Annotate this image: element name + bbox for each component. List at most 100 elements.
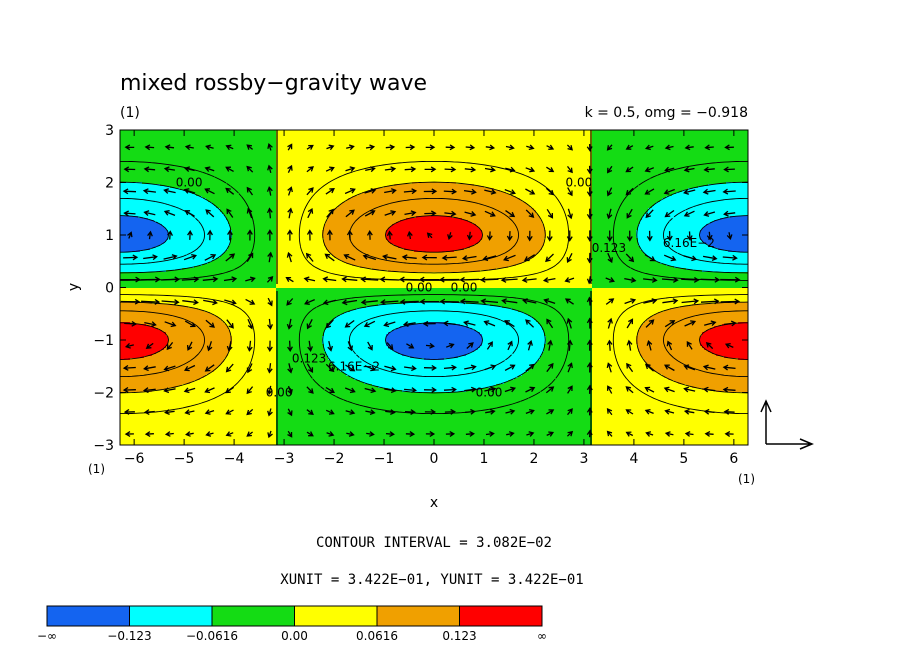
vector-arrow xyxy=(364,365,377,372)
vector-arrow xyxy=(184,144,194,151)
vector-arrow xyxy=(223,276,238,283)
vector-arrow xyxy=(325,386,335,393)
vector-arrow xyxy=(702,255,718,262)
vector-arrow xyxy=(547,339,553,351)
vector-arrow xyxy=(266,275,274,283)
vector-arrow xyxy=(404,210,417,217)
vector-arrow xyxy=(607,252,613,264)
vector-arrow xyxy=(183,253,197,261)
vector-arrow xyxy=(225,253,236,262)
vector-arrow xyxy=(644,166,655,173)
vector-arrow xyxy=(421,254,437,261)
parameters-label: k = 0.5, omg = −0.918 xyxy=(585,105,748,121)
vector-arrow xyxy=(506,431,515,437)
vector-arrow xyxy=(404,409,416,415)
vector-arrow xyxy=(546,208,554,219)
vector-arrow xyxy=(246,229,253,241)
vector-arrow xyxy=(267,164,273,174)
vector-arrow xyxy=(443,386,457,393)
vector-arrow xyxy=(543,298,556,305)
vector-arrow xyxy=(525,386,536,393)
vector-arrow xyxy=(405,431,416,437)
vector-arrow xyxy=(663,188,675,195)
vector-arrow xyxy=(486,231,493,241)
vector-arrow xyxy=(307,340,313,352)
vector-arrow xyxy=(625,144,634,150)
vector-arrow xyxy=(705,342,714,350)
vector-arrow xyxy=(525,363,535,372)
vector-arrow xyxy=(143,210,156,216)
vector-arrow xyxy=(664,320,676,328)
vector-arrow xyxy=(287,340,293,353)
vector-arrow xyxy=(204,253,217,261)
vector-arrow xyxy=(447,232,453,241)
vector-arrow xyxy=(661,276,679,283)
vector-arrow xyxy=(586,407,593,416)
vector-arrow xyxy=(586,384,593,394)
vector-arrow xyxy=(424,210,437,217)
vector-arrow xyxy=(606,144,613,151)
vector-arrow xyxy=(706,231,713,241)
vector-arrow xyxy=(266,363,273,374)
vector-arrow xyxy=(463,320,476,327)
vector-arrow xyxy=(246,408,254,416)
vector-arrow xyxy=(722,254,738,261)
vector-arrow xyxy=(306,431,314,437)
y-tick-label: 2 xyxy=(105,176,114,192)
vector-arrow xyxy=(464,386,477,393)
vector-arrow xyxy=(324,253,335,262)
vector-arrow xyxy=(167,230,173,240)
vector-arrow xyxy=(503,254,516,262)
vector-arrow xyxy=(702,364,716,371)
vector-arrow xyxy=(303,276,316,283)
vector-arrow xyxy=(484,386,497,393)
vector-arrow xyxy=(664,364,675,372)
vector-arrow xyxy=(521,276,537,283)
vector-arrow xyxy=(306,386,314,394)
vector-arrow xyxy=(422,320,436,327)
vector-arrow xyxy=(444,166,457,173)
contour-lines xyxy=(120,130,748,445)
colorbar-level-label: 0.0616 xyxy=(356,629,398,643)
vector-arrow xyxy=(246,165,254,173)
vector-arrow xyxy=(143,166,156,173)
vector-arrow xyxy=(704,431,714,437)
vector-arrow xyxy=(441,254,457,261)
vector-arrow xyxy=(123,210,136,217)
vector-arrow xyxy=(144,321,157,328)
vector-arrow xyxy=(684,144,694,151)
vector-arrow xyxy=(546,409,555,415)
vector-arrow xyxy=(346,431,355,437)
colorbar-level-label: −∞ xyxy=(37,629,57,643)
vector-arrow xyxy=(367,341,373,351)
vector-arrow xyxy=(485,431,495,437)
x-tick-label: 5 xyxy=(679,451,688,467)
vector-arrow xyxy=(127,231,133,239)
vector-arrow xyxy=(305,252,314,262)
vector-arrow xyxy=(526,431,535,437)
vector-arrow xyxy=(287,430,293,438)
vector-arrow xyxy=(523,254,536,262)
vector-arrow xyxy=(163,387,176,394)
vector-arrow xyxy=(704,144,714,151)
vector-arrow xyxy=(225,386,235,394)
vector-arrow xyxy=(226,208,234,218)
vector-arrow xyxy=(142,387,156,394)
vector-arrow xyxy=(564,298,574,305)
vector-arrow xyxy=(525,319,535,328)
vector-arrow xyxy=(626,339,633,351)
colorbar-level-label: 0.123 xyxy=(442,629,476,643)
vector-arrow xyxy=(326,208,334,218)
vector-arrow xyxy=(522,298,537,304)
vector-arrow xyxy=(207,229,213,241)
vector-arrow xyxy=(184,320,196,328)
contour-label: 0.00 xyxy=(566,176,593,190)
vector-arrow xyxy=(643,298,658,304)
vector-arrow xyxy=(505,408,516,415)
vector-arrow xyxy=(722,364,736,371)
colorbar-level-label: −0.0616 xyxy=(186,629,238,643)
vector-arrow xyxy=(546,144,555,150)
vector-arrow xyxy=(267,408,273,417)
vector-arrow xyxy=(144,431,154,437)
vector-arrow xyxy=(344,188,356,195)
